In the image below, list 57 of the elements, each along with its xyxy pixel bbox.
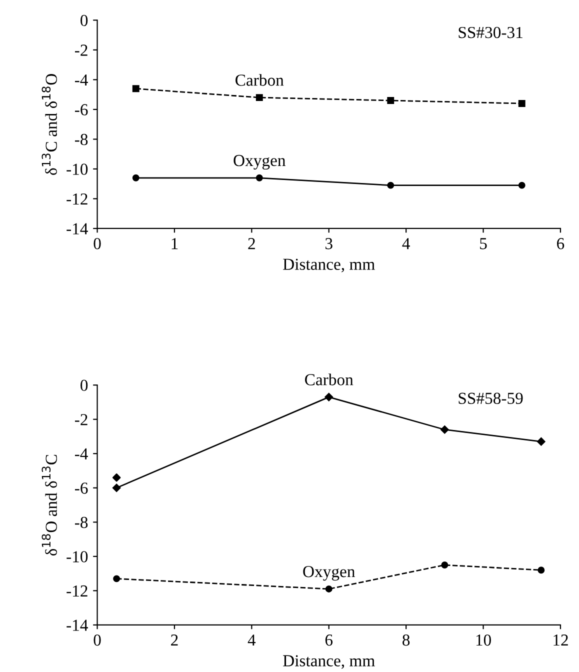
y-axis-title: δ$^{18}$O and δ$^{13}$C [42,454,57,556]
x-tick-label: 8 [402,634,410,646]
series-label: Oxygen [234,154,286,170]
y-tick-label: -8 [74,134,88,146]
x-axis-title: Distance, mm [283,258,375,272]
point [132,85,140,92]
y-tick-label: -4 [74,74,88,86]
point [113,575,120,582]
annotation: SS#30-31 [458,26,522,38]
x-tick-label: 2 [171,634,178,646]
x-tick-label: 5 [480,238,487,250]
series-label: Carbon [236,74,284,86]
series-label: Carbon [305,374,354,386]
y-axis-title: δ$^{13}$C and δ$^{18}$O [42,74,57,175]
x-tick-label: 4 [402,238,410,250]
point [132,174,140,182]
y-tick-label: -12 [66,193,88,205]
x-tick-label: 6 [325,634,333,646]
x-tick-label: 12 [554,634,568,646]
y-tick-label: -2 [74,44,88,56]
series-label: Oxygen [303,566,355,581]
y-tick-label: -6 [74,482,88,494]
point [256,174,263,182]
point [518,182,526,189]
y-tick-label: -14 [66,223,88,234]
x-tick-label: 4 [248,634,256,646]
x-tick-label: 1 [172,238,178,250]
point [518,100,526,107]
point [112,473,121,482]
point [387,182,394,189]
point [112,484,121,492]
x-tick-label: 6 [557,238,564,250]
y-tick-label: -10 [66,551,88,562]
x-tick-label: 0 [94,238,101,250]
y-tick-label: -6 [74,104,88,116]
point [537,437,546,446]
x-tick-label: 10 [476,634,491,646]
point [440,425,449,434]
point [538,566,545,574]
x-tick-label: 0 [94,634,101,646]
y-tick-label: -8 [74,516,88,528]
x-axis-title: Distance, mm [283,655,375,669]
point [256,94,263,102]
y-tick-label: -12 [66,585,88,596]
y-tick-label: -2 [74,414,88,426]
y-tick-label: -10 [66,164,88,175]
point [324,392,334,402]
annotation: SS#58-59 [458,392,523,404]
y-tick-label: 0 [80,380,88,392]
y-tick-label: -14 [66,620,88,631]
point [441,562,448,568]
point [387,97,394,104]
x-tick-label: 3 [326,238,332,250]
y-tick-label: 0 [80,14,88,26]
y-tick-label: -4 [74,448,88,460]
point [325,586,332,592]
x-tick-label: 2 [248,238,255,250]
